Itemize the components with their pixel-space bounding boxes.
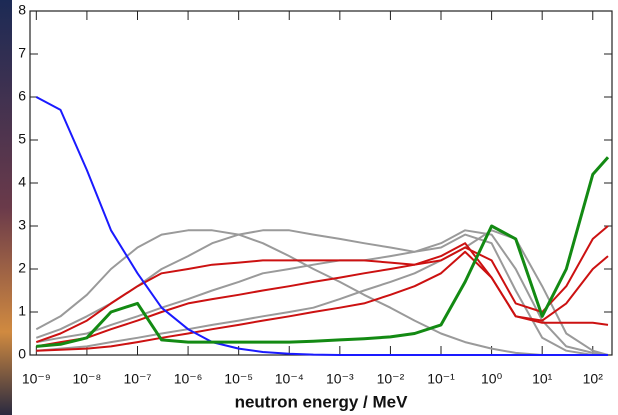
x-tick-label: 10⁻² bbox=[377, 371, 405, 387]
y-tick-label: 5 bbox=[18, 131, 26, 147]
series-line bbox=[36, 229, 609, 356]
x-axis-label: neutron energy / MeV bbox=[235, 392, 409, 411]
x-tick-label: 10⁻⁹ bbox=[22, 371, 51, 387]
y-tick-label: 6 bbox=[18, 88, 26, 104]
series-line bbox=[36, 229, 609, 356]
x-tick-label: 10⁻³ bbox=[326, 371, 354, 387]
x-tick-label: 10² bbox=[583, 371, 604, 387]
x-tick-label: 10⁻⁷ bbox=[123, 371, 151, 387]
plot-frame bbox=[29, 10, 613, 356]
series-line bbox=[35, 225, 609, 344]
x-tick-label: 10⁰ bbox=[481, 371, 503, 387]
x-tick-label: 10⁻⁵ bbox=[224, 371, 253, 387]
x-tick-label: 10¹ bbox=[532, 371, 553, 387]
series-line bbox=[36, 156, 610, 348]
x-tick-label: 10⁻⁸ bbox=[72, 371, 101, 387]
y-tick-label: 0 bbox=[18, 346, 26, 362]
series-line bbox=[36, 250, 609, 352]
y-tick-label: 7 bbox=[18, 45, 26, 61]
background-strip bbox=[0, 0, 12, 415]
x-tick-label: 10⁻¹ bbox=[427, 371, 455, 387]
series-line bbox=[35, 229, 608, 356]
x-tick-label: 10⁻⁶ bbox=[174, 371, 203, 387]
y-tick-label: 2 bbox=[18, 260, 26, 276]
series-line bbox=[35, 96, 608, 356]
x-tick-label: 10⁻⁴ bbox=[275, 371, 304, 387]
y-tick-label: 1 bbox=[18, 303, 26, 319]
y-tick-label: 3 bbox=[18, 217, 26, 233]
y-tick-label: 4 bbox=[18, 174, 26, 190]
y-tick-label: 8 bbox=[18, 2, 26, 18]
